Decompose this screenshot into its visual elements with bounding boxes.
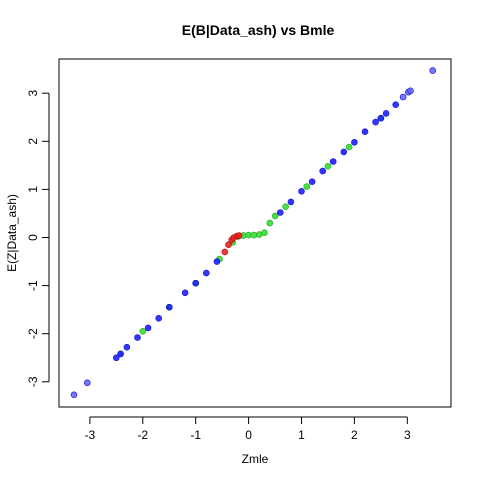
data-point-blue [392,101,400,108]
x-tick-label: -2 [137,428,148,442]
data-point-green [271,212,279,220]
plot-frame [58,58,452,408]
x-tick-label: -3 [85,428,96,442]
data-point-blue [192,279,199,287]
data-point-green [345,143,353,151]
data-point-red [221,248,229,256]
y-tick-label: 3 [26,90,40,97]
data-point-red [235,232,243,239]
data-point-blue [155,314,162,322]
data-point-blue [340,148,348,156]
data-points [70,67,437,399]
data-point-blue [351,139,358,146]
data-point-blue [113,354,120,362]
data-point-blue [276,209,284,216]
data-point-green [139,327,147,335]
data-point-blue [329,158,337,165]
x-axis: -3 -2 -1 0 1 2 3 [85,416,411,442]
data-point-blue [70,391,78,399]
data-point-green [324,163,332,170]
data-point-blue [298,188,305,195]
data-point-red [225,241,232,248]
data-point-blue [429,67,437,74]
data-point-blue [166,303,173,311]
y-tick-label: 2 [26,138,40,145]
y-tick-label: -2 [26,328,40,339]
data-point-green [282,203,289,210]
x-tick-label: 2 [351,428,358,442]
data-point-blue [123,343,131,351]
x-tick-label: 0 [245,428,252,442]
data-point-blue [372,118,379,126]
data-point-blue [407,87,414,95]
x-tick-label: 1 [298,428,305,442]
data-point-blue [377,114,385,122]
y-tick-label: -1 [26,280,40,291]
data-point-green [266,219,274,227]
data-point-blue [213,258,221,265]
x-tick-label: 3 [404,428,411,442]
data-point-green [261,229,268,236]
data-point-blue [399,93,407,101]
data-point-blue [361,128,369,135]
y-axis-label: E(Z|Data_ash) [5,194,19,272]
data-point-blue [382,110,390,117]
y-tick-label: 0 [26,234,40,241]
data-point-blue [144,324,152,332]
data-point-blue [181,289,189,297]
data-point-blue [319,167,327,175]
data-point-blue [308,178,316,185]
data-point-blue [287,198,295,206]
data-point-blue [84,379,91,387]
x-tick-label: -1 [190,428,201,442]
y-tick-label: -3 [26,376,40,387]
y-tick-label: 1 [26,186,40,193]
data-point-blue [203,269,210,277]
y-axis: -3 -2 -1 0 1 2 3 [26,90,50,387]
chart-title: E(B|Data_ash) vs Bmle [182,22,335,38]
data-point-blue [117,350,124,358]
data-point-green [303,183,311,190]
data-point-blue [134,334,141,341]
x-axis-label: Zmle [242,452,269,466]
